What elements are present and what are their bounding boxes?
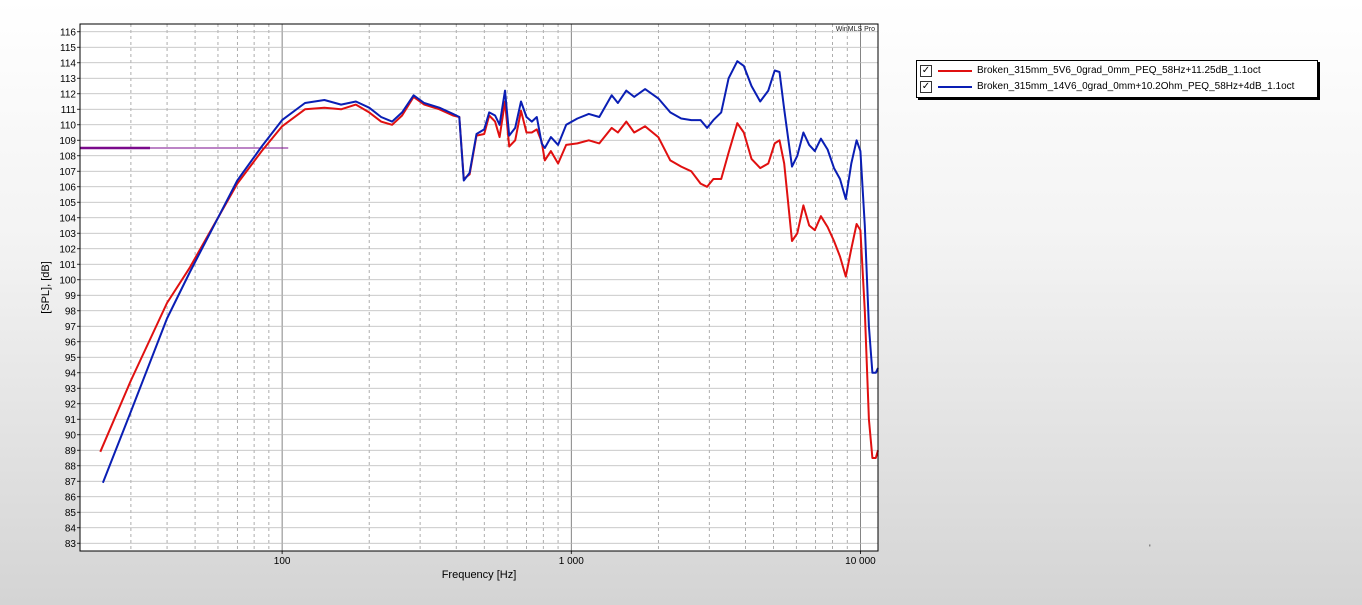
minor-grid: [130, 24, 848, 551]
y-tick-label: 98: [65, 306, 77, 317]
y-tick-label: 109: [59, 136, 76, 147]
y-tick-label: 83: [65, 539, 77, 550]
y-tick-label: 85: [65, 508, 77, 519]
y-tick-label: 88: [65, 461, 77, 472]
y-tick-label: 95: [65, 353, 77, 364]
series-1-label: Broken_315mm_5V6_0grad_0mm_PEQ_58Hz+11.2…: [977, 65, 1261, 76]
y-tick-label: 104: [59, 213, 76, 224]
series-2-swatch: [938, 85, 972, 88]
software-watermark: WinMLS Pro: [836, 26, 875, 33]
series-2-label: Broken_315mm_14V6_0grad_0mm+10.2Ohm_PEQ_…: [977, 81, 1295, 92]
series-2-line: [101, 60, 879, 484]
legend-item-series-2[interactable]: ✓ Broken_315mm_14V6_0grad_0mm+10.2Ohm_PE…: [920, 79, 1294, 94]
x-tick-label: 1 000: [559, 556, 584, 567]
y-tick-label: 115: [60, 43, 76, 54]
series-1-line: [99, 95, 879, 459]
y-tick-label: 111: [61, 105, 77, 116]
y-tick-label: 96: [65, 337, 77, 348]
series-lines: [99, 60, 879, 484]
y-tick-label: 89: [65, 446, 77, 457]
y-tick-label: 91: [65, 415, 77, 426]
y-tick-label: 90: [65, 430, 77, 441]
series-1-swatch: [938, 69, 972, 72]
y-tick-label: 103: [59, 229, 76, 240]
plot-area: [80, 24, 878, 551]
y-tick-label: 99: [65, 291, 77, 302]
y-tick-label: 102: [59, 244, 76, 255]
stray-mark: ': [1149, 543, 1151, 553]
y-tick-label: 87: [65, 477, 77, 488]
y-tick-label: 110: [60, 120, 76, 131]
y-tick-label: 106: [59, 182, 76, 193]
y-tick-label: 107: [59, 167, 76, 178]
y-tick-labels: 83 84 85 86 87 88 89 90 91 92 93 94 95 96 97 98 99 100 101…: [59, 27, 80, 550]
y-tick-label: 105: [59, 198, 76, 209]
y-tick-label: 84: [65, 523, 77, 534]
series-1-checkbox[interactable]: ✓: [920, 64, 932, 77]
series-2-checkbox[interactable]: ✓: [920, 80, 932, 93]
y-tick-label: 100: [59, 275, 76, 286]
y-tick-label: 112: [60, 89, 76, 100]
x-tick-label: 10 000: [845, 556, 876, 567]
x-tick-label: 100: [274, 556, 291, 567]
y-tick-label: 97: [65, 322, 77, 333]
y-tick-label: 113: [60, 74, 76, 85]
major-grid: [80, 24, 878, 551]
y-tick-label: 93: [65, 384, 77, 395]
y-tick-label: 116: [60, 27, 76, 38]
y-tick-label: 101: [59, 260, 76, 271]
y-axis-title: [SPL], [dB]: [40, 261, 52, 314]
y-tick-label: 114: [60, 58, 76, 69]
y-tick-label: 94: [65, 368, 77, 379]
legend: ✓ Broken_315mm_5V6_0grad_0mm_PEQ_58Hz+11…: [916, 60, 1318, 98]
y-tick-label: 92: [65, 399, 77, 410]
plot-border: [79, 23, 879, 552]
legend-item-series-1[interactable]: ✓ Broken_315mm_5V6_0grad_0mm_PEQ_58Hz+11…: [920, 63, 1261, 78]
y-tick-label: 86: [65, 492, 77, 503]
y-tick-label: 108: [59, 151, 76, 162]
x-tick-labels: 100 1 000 10 000: [274, 551, 876, 567]
x-axis-title: Frequency [Hz]: [442, 569, 517, 581]
